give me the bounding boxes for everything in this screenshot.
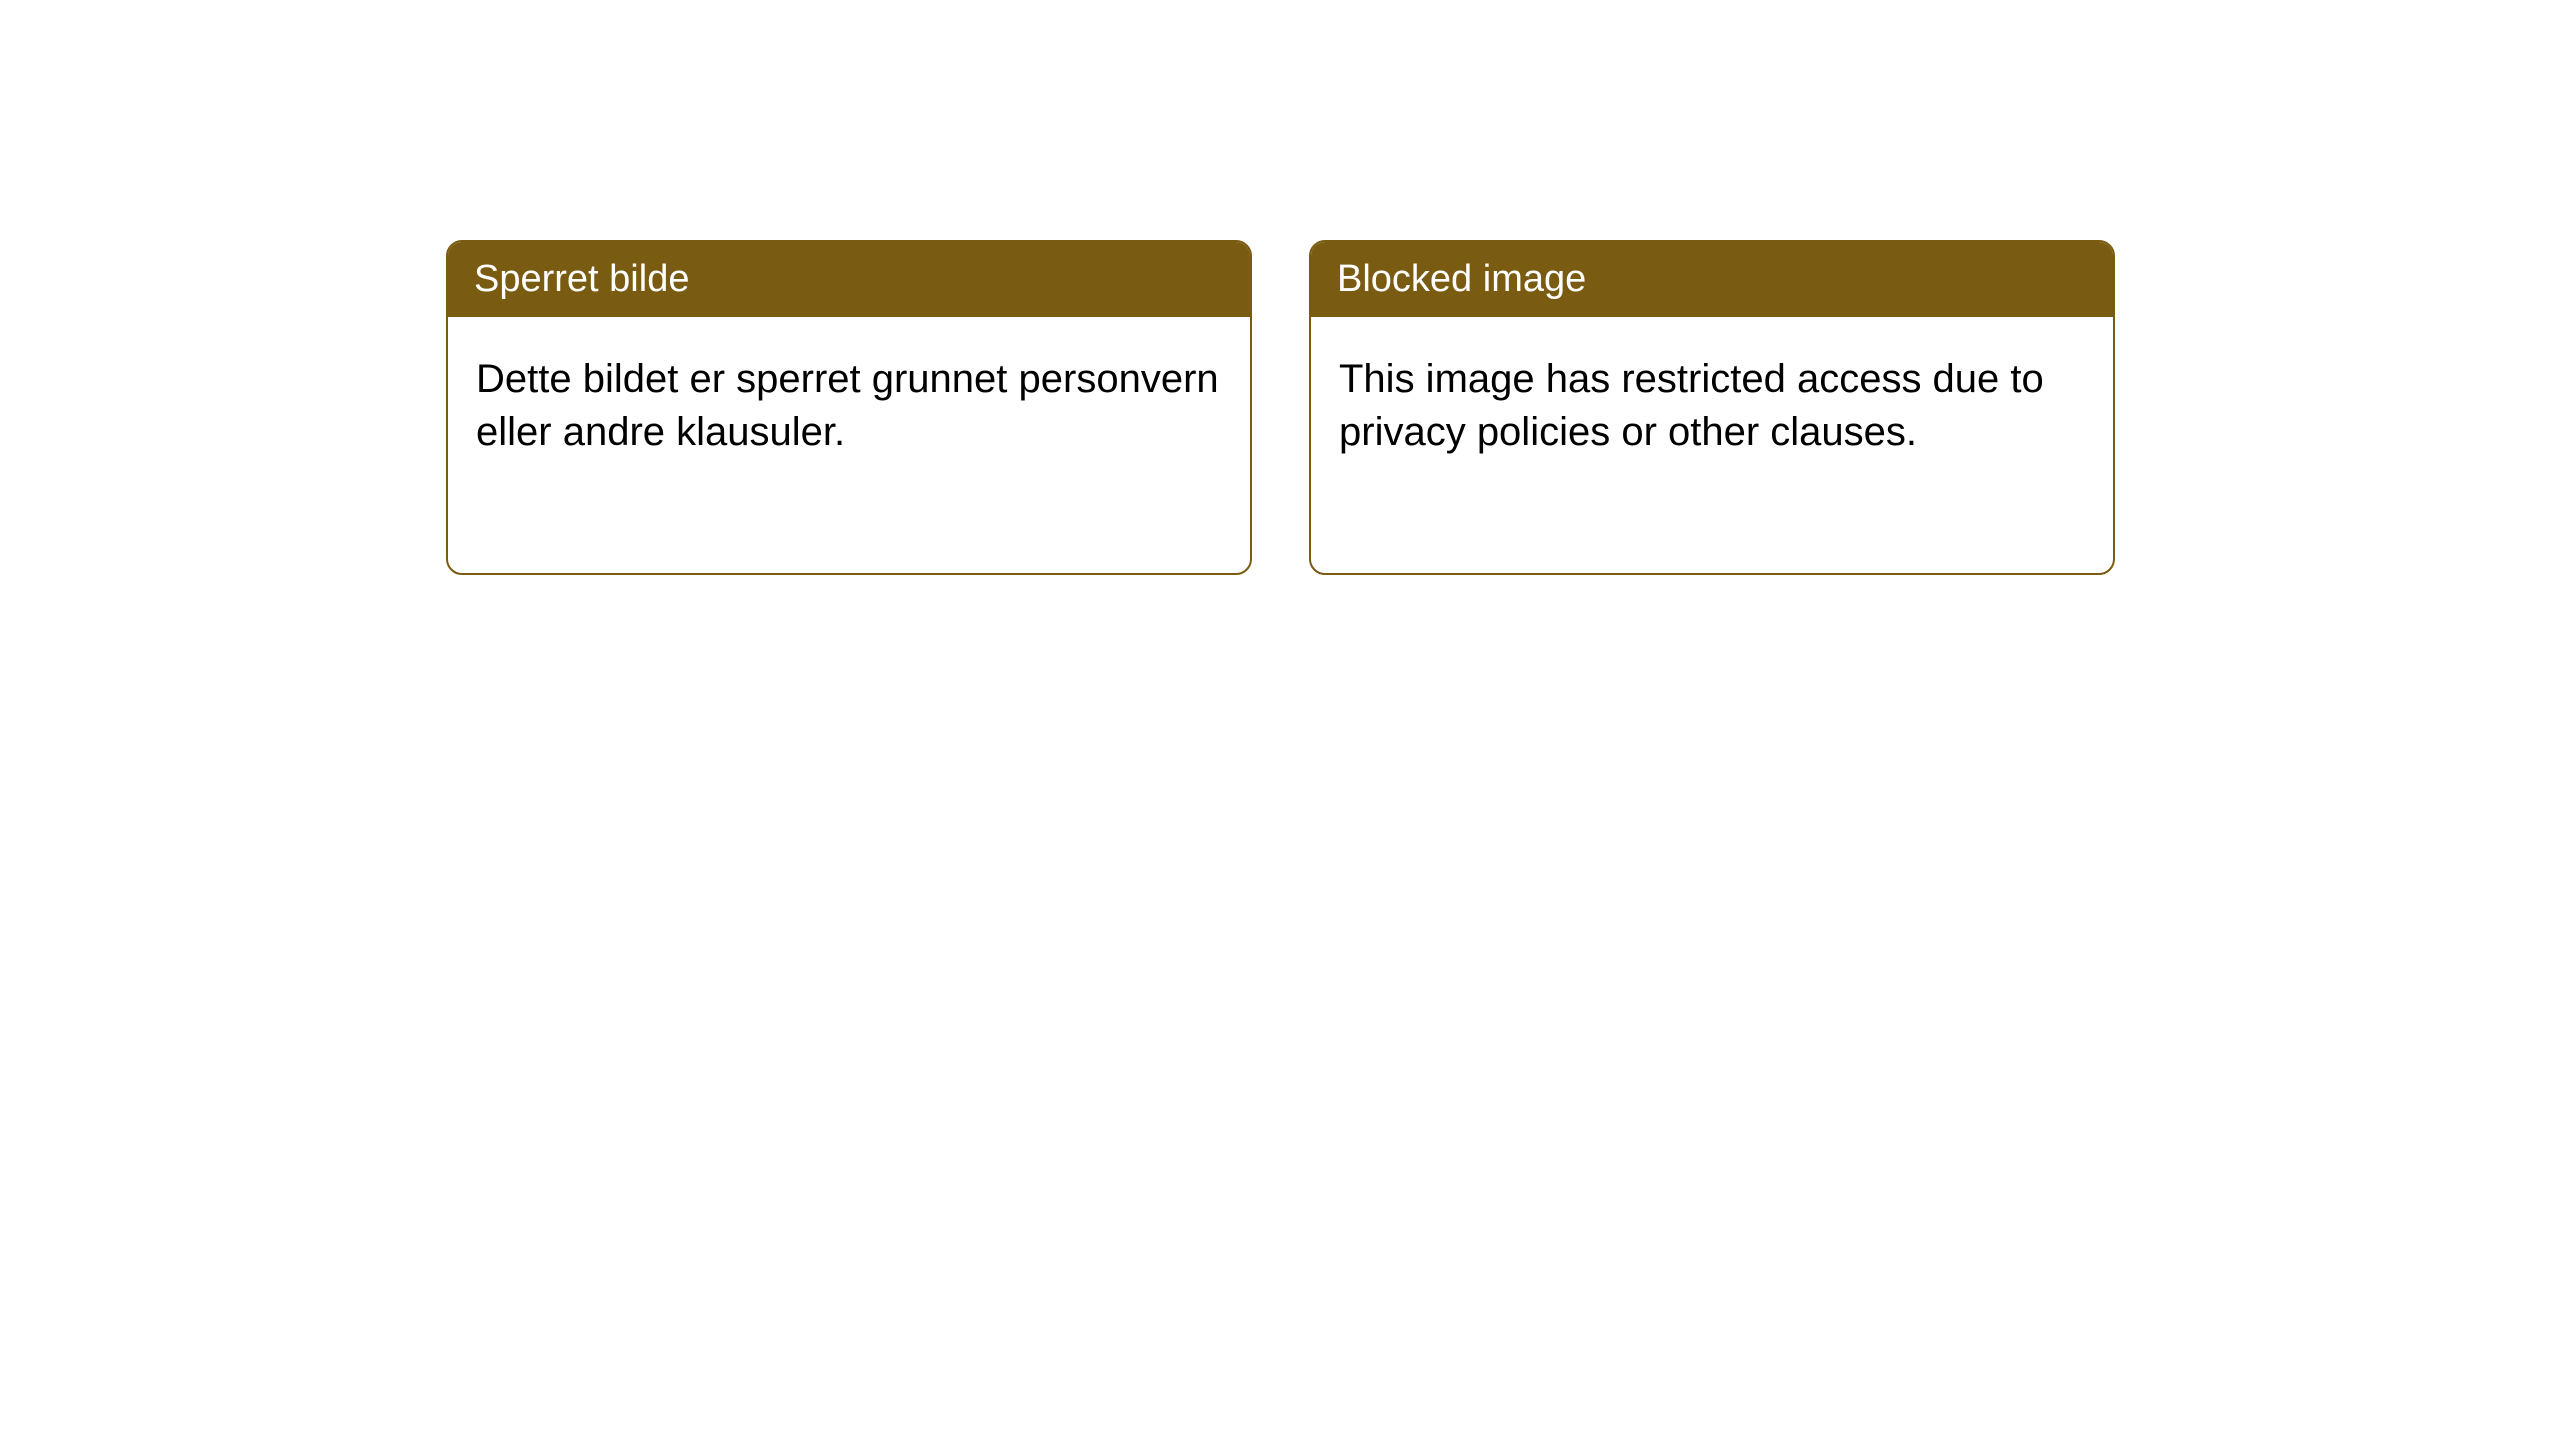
card-body-text: This image has restricted access due to … — [1339, 357, 2044, 454]
card-title: Blocked image — [1337, 258, 1586, 300]
card-header: Sperret bilde — [448, 242, 1250, 317]
notice-card-norwegian: Sperret bilde Dette bildet er sperret gr… — [446, 240, 1252, 575]
card-title: Sperret bilde — [474, 258, 689, 300]
card-body: Dette bildet er sperret grunnet personve… — [448, 317, 1250, 495]
notice-card-english: Blocked image This image has restricted … — [1309, 240, 2115, 575]
card-body-text: Dette bildet er sperret grunnet personve… — [476, 357, 1219, 454]
card-header: Blocked image — [1311, 242, 2113, 317]
notice-cards-container: Sperret bilde Dette bildet er sperret gr… — [446, 240, 2560, 575]
card-body: This image has restricted access due to … — [1311, 317, 2113, 495]
